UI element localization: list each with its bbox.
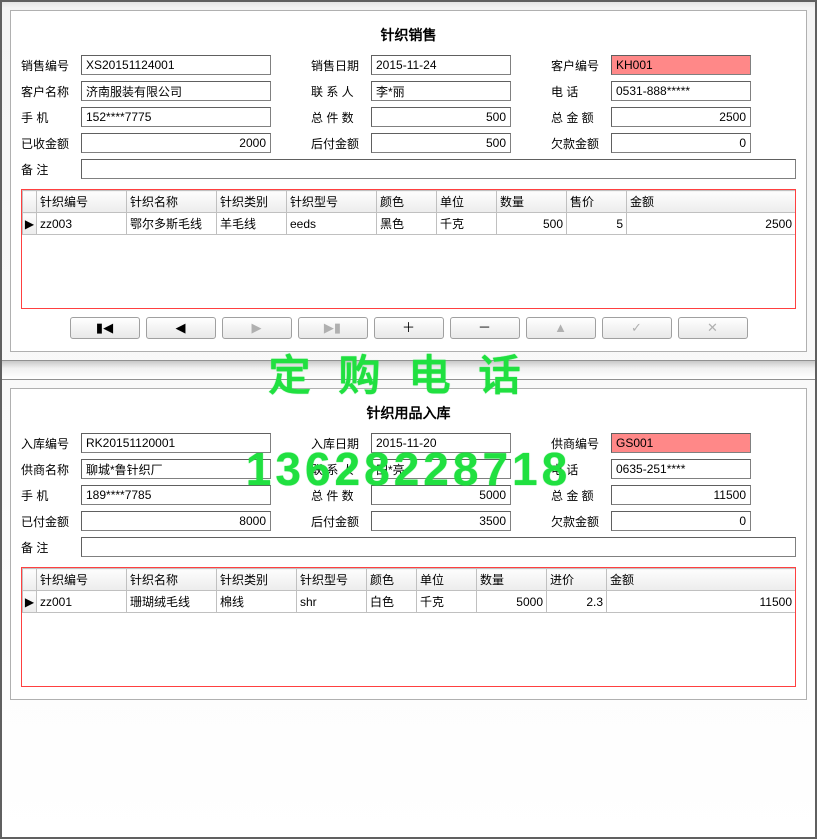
nav-next-button[interactable]: ▶: [222, 317, 292, 339]
remark-input[interactable]: [81, 159, 796, 179]
lbl-sup-name: 供商名称: [21, 461, 81, 478]
paid-input[interactable]: [81, 511, 271, 531]
lbl-owed: 欠款金额: [551, 135, 611, 152]
lbl-paid: 已付金额: [21, 513, 81, 530]
sale-no-input[interactable]: [81, 55, 271, 75]
lbl-post-pay: 后付金额: [311, 135, 371, 152]
lbl-in-no: 入库编号: [21, 435, 81, 452]
lbl-sale-date: 销售日期: [311, 57, 371, 74]
total-amt2-input[interactable]: [611, 485, 751, 505]
lbl-cust-name: 客户名称: [21, 83, 81, 100]
contact2-input[interactable]: [371, 459, 511, 479]
lbl-mobile: 手 机: [21, 109, 81, 126]
total-qty-input[interactable]: [371, 107, 511, 127]
cust-name-input[interactable]: [81, 81, 271, 101]
lbl-total-amt: 总 金 额: [551, 109, 611, 126]
sup-name-input[interactable]: [81, 459, 271, 479]
nav-last-button[interactable]: ▶▮: [298, 317, 368, 339]
row-indicator-icon: ▶: [23, 213, 37, 235]
phone-input[interactable]: [611, 81, 751, 101]
nav-delete-button[interactable]: －: [450, 317, 520, 339]
row-indicator-icon: ▶: [23, 591, 37, 613]
sales-grid-header: 针织编号针织名称针织类别针织型号颜色单位数量售价金额: [23, 191, 796, 213]
lbl-contact2: 联 系 人: [311, 461, 371, 478]
lbl-sale-no: 销售编号: [21, 57, 81, 74]
nav-cancel-button[interactable]: ✕: [678, 317, 748, 339]
mobile-input[interactable]: [81, 107, 271, 127]
cust-no-input[interactable]: [611, 55, 751, 75]
lbl-post-pay2: 后付金额: [311, 513, 371, 530]
lbl-phone: 电 话: [551, 83, 611, 100]
sales-title: 针织销售: [21, 19, 796, 55]
contact-input[interactable]: [371, 81, 511, 101]
mobile2-input[interactable]: [81, 485, 271, 505]
stock-grid[interactable]: 针织编号针织名称针织类别针织型号颜色单位数量进价金额 ▶ zz001珊瑚绒毛线棉…: [21, 567, 796, 687]
total-amt-input[interactable]: [611, 107, 751, 127]
nav-prev-button[interactable]: ◀: [146, 317, 216, 339]
stock-panel: 针织用品入库 入库编号 入库日期 供商编号 供商名称 联 系 人 电 话 手 机…: [10, 388, 807, 700]
sales-panel: 针织销售 销售编号 销售日期 客户编号 客户名称 联 系 人 电 话 手 机 总…: [10, 10, 807, 352]
lbl-cust-no: 客户编号: [551, 57, 611, 74]
panel-divider: [2, 360, 815, 380]
total-qty2-input[interactable]: [371, 485, 511, 505]
sale-date-input[interactable]: [371, 55, 511, 75]
sales-grid[interactable]: 针织编号针织名称针织类别针织型号颜色单位数量售价金额 ▶ zz003鄂尔多斯毛线…: [21, 189, 796, 309]
nav-ok-button[interactable]: ✓: [602, 317, 672, 339]
phone2-input[interactable]: [611, 459, 751, 479]
sales-nav: ▮◀ ◀ ▶ ▶▮ ＋ － ▲ ✓ ✕: [21, 317, 796, 339]
stock-grid-row[interactable]: ▶ zz001珊瑚绒毛线棉线shr白色千克50002.311500: [23, 591, 796, 613]
sup-no-input[interactable]: [611, 433, 751, 453]
received-input[interactable]: [81, 133, 271, 153]
nav-add-button[interactable]: ＋: [374, 317, 444, 339]
lbl-owed2: 欠款金额: [551, 513, 611, 530]
stock-grid-header: 针织编号针织名称针织类别针织型号颜色单位数量进价金额: [23, 569, 796, 591]
lbl-total-amt2: 总 金 额: [551, 487, 611, 504]
stock-title: 针织用品入库: [21, 397, 796, 433]
nav-first-button[interactable]: ▮◀: [70, 317, 140, 339]
in-date-input[interactable]: [371, 433, 511, 453]
nav-edit-button[interactable]: ▲: [526, 317, 596, 339]
owed-input[interactable]: [611, 133, 751, 153]
lbl-total-qty: 总 件 数: [311, 109, 371, 126]
post-pay-input[interactable]: [371, 133, 511, 153]
lbl-phone2: 电 话: [551, 461, 611, 478]
in-no-input[interactable]: [81, 433, 271, 453]
post-pay2-input[interactable]: [371, 511, 511, 531]
sales-grid-row[interactable]: ▶ zz003鄂尔多斯毛线羊毛线eeds黑色千克50052500: [23, 213, 796, 235]
lbl-mobile2: 手 机: [21, 487, 81, 504]
owed2-input[interactable]: [611, 511, 751, 531]
lbl-remark: 备 注: [21, 161, 81, 178]
remark2-input[interactable]: [81, 537, 796, 557]
lbl-received: 已收金额: [21, 135, 81, 152]
lbl-contact: 联 系 人: [311, 83, 371, 100]
lbl-in-date: 入库日期: [311, 435, 371, 452]
lbl-remark2: 备 注: [21, 539, 81, 556]
lbl-total-qty2: 总 件 数: [311, 487, 371, 504]
lbl-sup-no: 供商编号: [551, 435, 611, 452]
